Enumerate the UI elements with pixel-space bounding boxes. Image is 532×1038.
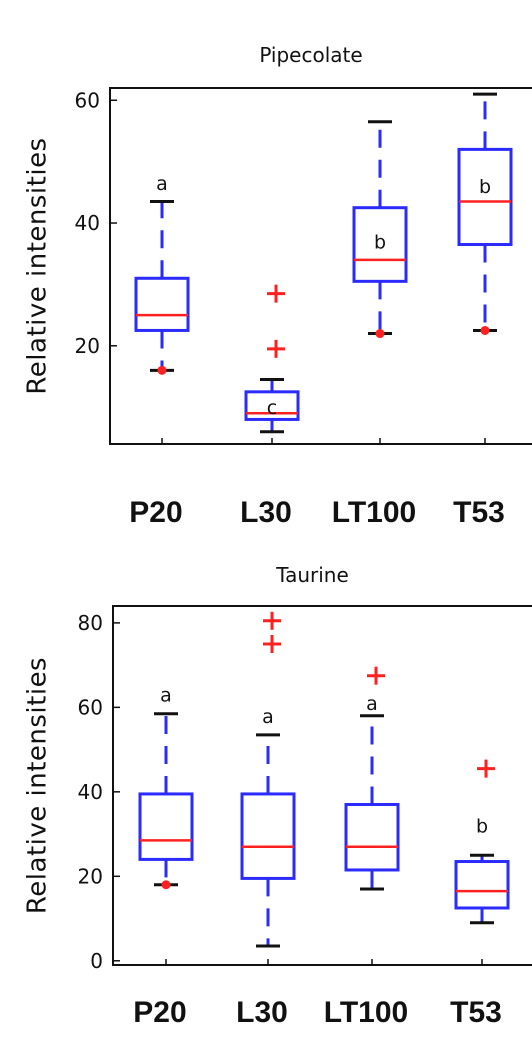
y-axis-label: Relative intensities <box>23 137 53 394</box>
plot-frame <box>109 87 532 445</box>
outlier-marker <box>263 611 281 630</box>
significance-letter: c <box>267 397 277 419</box>
outlier-marker <box>367 666 385 685</box>
y-tick-label: 0 <box>90 949 103 973</box>
outlier-marker <box>267 284 285 303</box>
iqr-box <box>244 390 300 421</box>
significance-letter: b <box>479 176 491 198</box>
category-label: P20 <box>129 496 182 529</box>
category-label: T53 <box>453 496 505 529</box>
category-label: LT100 <box>332 496 416 529</box>
iqr-box <box>454 860 510 910</box>
box-P20: a P20 <box>129 173 190 529</box>
y-tick-label: 60 <box>78 695 103 719</box>
y-tick-label: 40 <box>78 780 103 804</box>
significance-letter: b <box>374 231 386 253</box>
low-point-marker <box>157 365 167 375</box>
category-label: T53 <box>450 996 502 1029</box>
box-L30: a L30 <box>236 611 296 1029</box>
y-tick-label: 20 <box>75 334 100 358</box>
chart-title: Taurine <box>275 563 349 587</box>
category-label: P20 <box>133 996 186 1029</box>
box-T53: b T53 <box>450 759 510 1029</box>
box-T53: b T53 <box>453 92 513 529</box>
category-label: LT100 <box>324 996 408 1029</box>
box-LT100: b LT100 <box>332 120 416 529</box>
low-point-marker <box>161 880 171 890</box>
iqr-box <box>134 276 190 332</box>
low-point-marker <box>375 329 385 339</box>
low-point-marker <box>480 325 490 335</box>
chart-panel-1: Pipecolate Relative intensities 20 40 60 a P20… <box>23 43 532 529</box>
box-L30: c L30 <box>240 284 300 529</box>
plot-frame <box>112 605 532 966</box>
iqr-box <box>457 147 513 247</box>
chart-title: Pipecolate <box>259 43 362 67</box>
outlier-marker <box>477 759 495 778</box>
chart-panel-2: Taurine Relative intensities 0 20 40 60 80 a P20… <box>23 563 532 1029</box>
y-tick-label: 60 <box>75 88 100 112</box>
significance-letter: a <box>366 693 378 715</box>
y-tick-label: 80 <box>78 611 103 635</box>
iqr-box <box>344 803 400 872</box>
y-tick-label: 20 <box>78 864 103 888</box>
category-label: L30 <box>236 996 288 1029</box>
iqr-box <box>352 206 408 283</box>
box-LT100: a LT100 <box>324 666 408 1029</box>
y-axis-label: Relative intensities <box>23 657 53 914</box>
significance-letter: b <box>476 816 488 838</box>
box-P20: a P20 <box>133 685 194 1029</box>
significance-letter: a <box>160 685 172 707</box>
significance-letter: a <box>262 706 274 728</box>
outlier-marker <box>263 635 281 654</box>
iqr-box <box>240 792 296 880</box>
outlier-marker <box>267 339 285 358</box>
y-tick-label: 40 <box>75 211 100 235</box>
category-label: L30 <box>240 496 292 529</box>
iqr-box <box>138 792 194 861</box>
significance-letter: a <box>156 173 168 195</box>
